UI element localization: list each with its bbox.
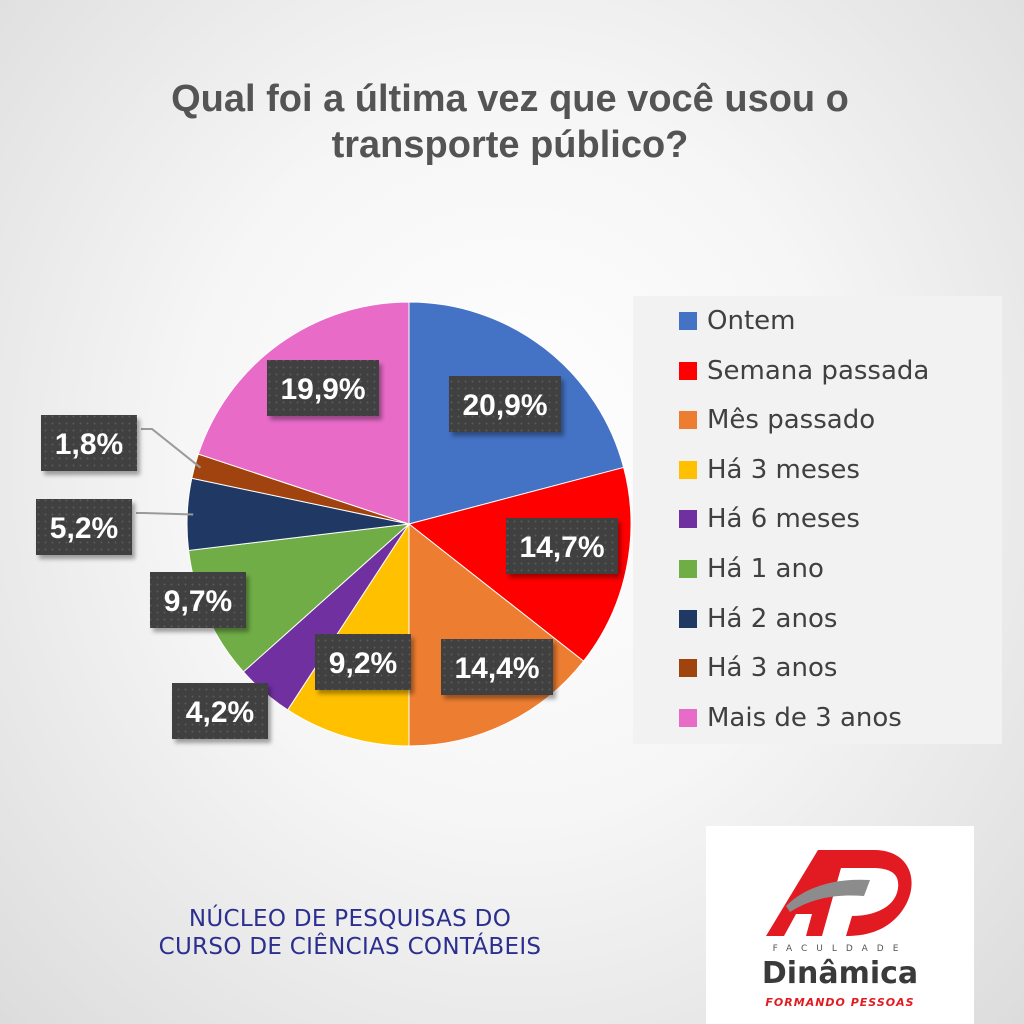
data-label-5: 4,2% [172,683,268,739]
footer-line-1: NÚCLEO DE PESQUISAS DO [188,906,512,932]
legend-swatch [679,510,697,529]
legend-item: Há 3 meses [679,450,860,490]
legend-item: Há 1 ano [679,549,824,589]
logo-faculdade-text: FACULDADE [772,944,908,954]
data-label-4: 9,2% [315,634,411,690]
data-label-7: 5,2% [36,499,132,555]
legend-label: Ontem [707,306,796,336]
data-label-text: 20,9% [462,389,547,422]
data-label-text: 14,4% [454,652,539,685]
data-label-box [36,499,132,555]
data-label-9: 19,9% [267,360,379,416]
legend-swatch [679,460,697,479]
data-label-box [441,639,553,695]
data-label-box [449,376,561,432]
legend-item: Há 6 meses [679,499,860,539]
data-label-text: 14,7% [519,531,604,564]
legend-swatch [679,659,697,678]
data-label-box [315,634,411,690]
legend-item: Há 3 anos [679,648,837,688]
data-label-3: 14,4% [441,639,553,695]
legend-label: Há 1 ano [707,554,824,584]
legend-item: Mês passado [679,400,875,440]
data-label-box [172,683,268,739]
legend-label: Há 3 meses [707,454,860,485]
legend-label: Há 6 meses [707,504,860,535]
data-label-text: 19,9% [280,373,365,406]
data-label-box [150,572,246,628]
legend-swatch [679,312,697,330]
chart-title: Qual foi a última vez que você usou o tr… [171,78,849,166]
legend-swatch [679,708,697,727]
data-label-text: 5,2% [50,512,118,545]
legend-swatch [679,609,697,628]
legend-label: Há 3 anos [707,653,838,684]
footer-line-2: CURSO DE CIÊNCIAS CONTÁBEIS [158,934,542,960]
data-label-2: 14,7% [506,518,618,574]
legend-swatch [679,361,697,380]
legend-label: Semana passada [707,355,930,386]
logo-card: FACULDADE Dinâmica FORMANDO PESSOAS [706,826,974,1024]
legend-swatch [679,560,697,578]
leader-line-7 [136,512,194,516]
legend-item: Mais de 3 anos [679,698,902,738]
data-label-text: 1,8% [55,428,123,461]
chart-legend: Ontem Semana passada Mês passado Há 3 meses… [633,296,1002,744]
legend-item: Semana passada [679,351,929,391]
legend-label: Mês passado [707,405,876,436]
legend-swatch [679,411,697,430]
legend-label: Mais de 3 anos [707,702,902,733]
data-label-1: 20,9% [449,376,561,432]
logo-slogan: FORMANDO PESSOAS [765,996,915,1009]
data-label-box [41,415,137,471]
data-label-8: 1,8% [41,415,137,471]
data-label-text: 9,2% [329,647,397,680]
logo-name: Dinâmica [761,956,919,991]
faculdade-dinamica-logo-icon [766,850,912,936]
legend-item: Ontem [679,301,795,341]
data-label-text: 4,2% [186,696,254,729]
data-label-text: 9,7% [164,585,232,618]
legend-item: Há 2 anos [679,599,837,639]
legend-label: Há 2 anos [707,603,838,634]
data-label-box [506,518,618,574]
leader-line-8 [141,428,202,469]
data-label-6: 9,7% [150,572,246,628]
footer-note: NÚCLEO DE PESQUISAS DO CURSO DE CIÊNCIAS… [120,905,580,961]
data-label-box [267,360,379,416]
